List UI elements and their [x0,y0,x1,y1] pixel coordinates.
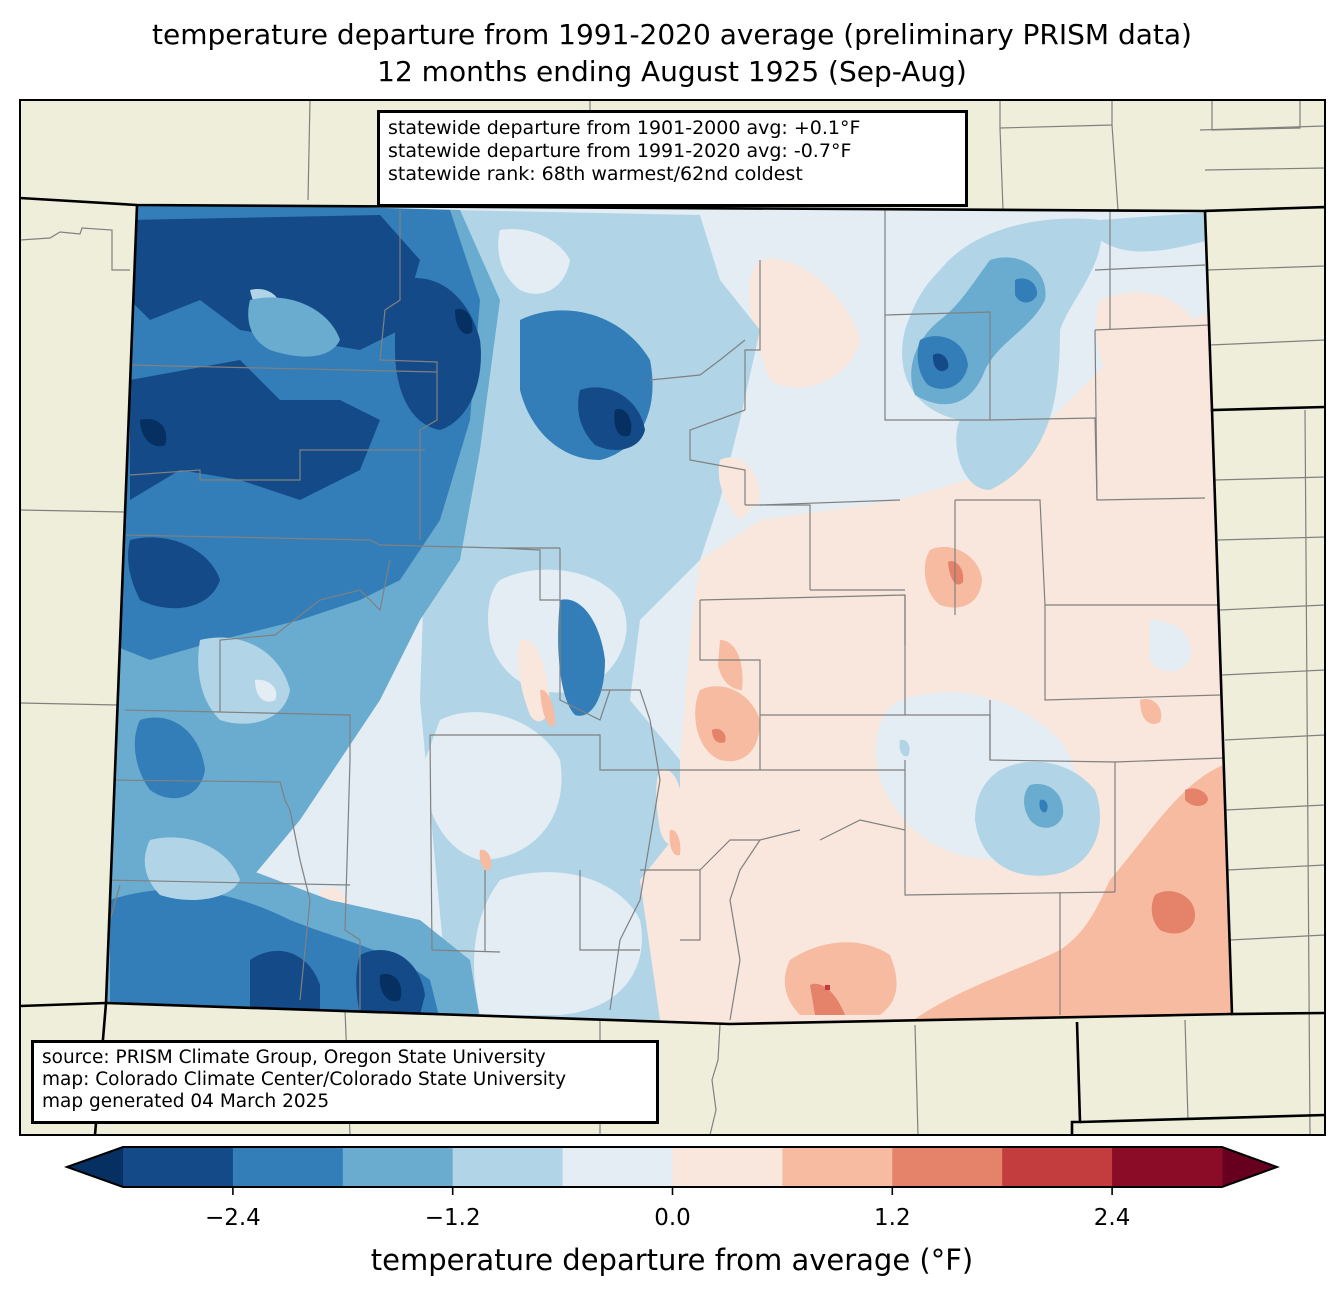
colorbar-bin [123,1147,234,1187]
colorbar-over-arrow [1222,1147,1277,1187]
colorbar-bin [562,1147,673,1187]
colorbar-bin [452,1147,564,1187]
colorbar-outline [64,1146,1280,1188]
colorbar-bin [1112,1147,1223,1187]
colorbar [64,1146,1280,1195]
stats-line-rank: statewide rank: 68th warmest/62nd coldes… [388,163,803,185]
colorbar-tick-label: −1.2 [424,1205,481,1231]
statewide-stats-box: statewide departure from 1901-2000 avg: … [377,110,968,207]
colorbar-tick-label: −2.4 [204,1205,261,1231]
colorbar-tick-label: 0.0 [654,1205,691,1231]
colorbar-bin [782,1147,893,1187]
colorbar-label: temperature departure from average (°F) [370,1243,974,1277]
stats-line-1901-2000: statewide departure from 1901-2000 avg: … [388,117,861,139]
colorado-county-lines [106,210,1230,1021]
map-credit-line: map: Colorado Climate Center/Colorado St… [42,1069,567,1090]
generated-date-line: map generated 04 March 2025 [42,1091,330,1112]
map-title-line-2: 12 months ending August 1925 (Sep-Aug) [377,55,967,88]
source-credits-box: source: PRISM Climate Group, Oregon Stat… [31,1040,659,1124]
colorbar-bin [1002,1147,1113,1187]
colorbar-bin [672,1147,783,1187]
colorbar-bin [232,1147,344,1187]
colorbar-under-arrow [67,1147,123,1187]
colorbar-tick-label: 1.2 [874,1205,911,1231]
source-line: source: PRISM Climate Group, Oregon Stat… [42,1047,546,1068]
stats-line-1991-2020: statewide departure from 1991-2020 avg: … [388,140,852,162]
temperature-field [106,205,1232,1024]
map-frame [19,99,1326,1136]
map-title-line-1: temperature departure from 1991-2020 ave… [152,18,1192,51]
colorbar-bin [892,1147,1003,1187]
colorbar-bin [342,1147,454,1187]
colorbar-tick-label: 2.4 [1093,1205,1131,1231]
state-borders [20,196,1325,1135]
